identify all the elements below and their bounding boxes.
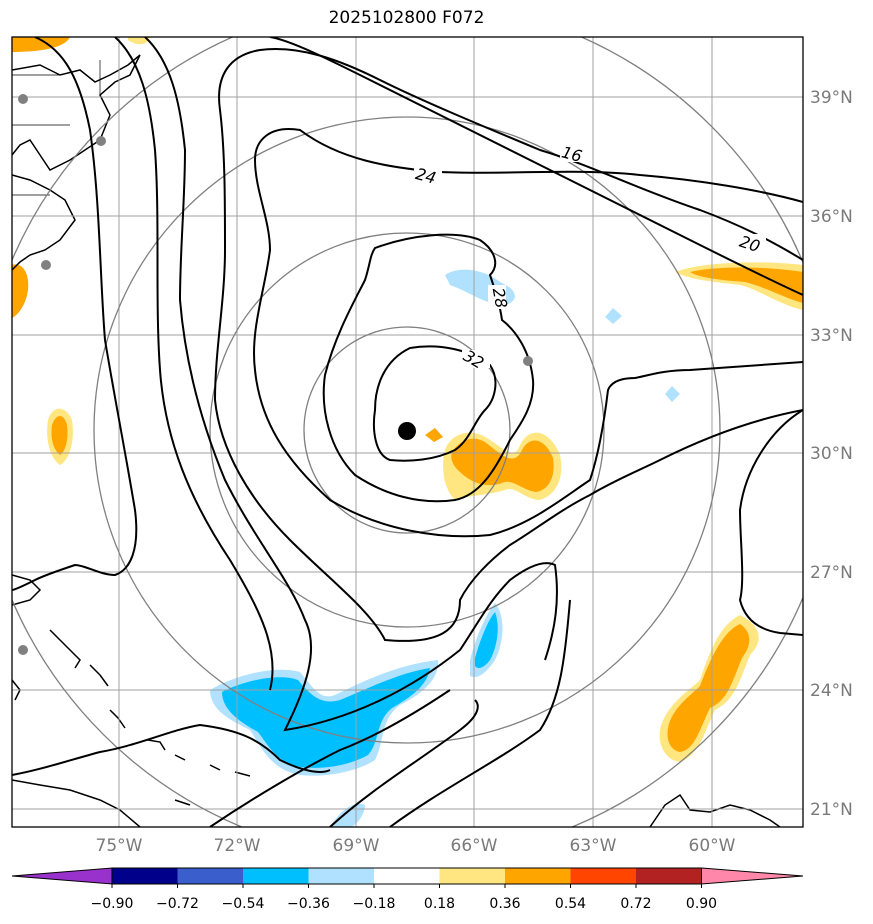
positive-anomaly-se-core bbox=[667, 624, 750, 752]
lat-label-36: 36°N bbox=[810, 207, 853, 227]
contour-extra-6 bbox=[389, 599, 571, 827]
negative-anomaly-small-3 bbox=[605, 308, 622, 324]
lat-label-27: 27°N bbox=[810, 563, 853, 583]
contour-extra-5 bbox=[329, 699, 479, 827]
positive-anomaly-center-core bbox=[451, 438, 554, 492]
colorbar: −0.90 −0.72 −0.54 −0.36 −0.18 0.18 0.36 … bbox=[11, 867, 804, 912]
positive-anomaly-small-a bbox=[425, 428, 443, 442]
colorbar-tick-label: −0.90 bbox=[91, 896, 134, 912]
borders bbox=[12, 60, 101, 196]
map-frame bbox=[11, 36, 804, 828]
contour-extra-7 bbox=[738, 409, 803, 636]
positive-anomaly-east-core bbox=[690, 267, 803, 303]
coastlines bbox=[12, 54, 781, 827]
colorbar-extend-low bbox=[11, 867, 113, 885]
contour-16 bbox=[144, 37, 803, 732]
latitude-labels: 39°N 36°N 33°N 30°N 27°N 24°N 21°N bbox=[810, 88, 853, 820]
lat-label-30: 30°N bbox=[810, 444, 853, 464]
lat-label-24: 24°N bbox=[810, 681, 853, 701]
negative-anomaly-core bbox=[222, 668, 430, 768]
contour-extra-3 bbox=[12, 723, 331, 776]
contour-label-28: 28 bbox=[489, 286, 511, 309]
map-title: 2025102800 F072 bbox=[328, 8, 485, 28]
colorbar-bin-1 bbox=[112, 868, 178, 884]
positive-anomaly-top bbox=[12, 37, 70, 52]
colorbar-tick-label: −0.18 bbox=[353, 896, 396, 912]
lon-label-66: 66°W bbox=[451, 836, 498, 856]
colorbar-tick-label: −0.72 bbox=[156, 896, 199, 912]
colorbar-tick-label: 0.36 bbox=[489, 896, 520, 912]
colorbar-bin-6 bbox=[439, 868, 505, 884]
colorbar-tick-label: 0.18 bbox=[424, 896, 455, 912]
gridlines bbox=[12, 37, 803, 827]
lat-label-21: 21°N bbox=[810, 800, 853, 820]
colorbar-bin-3 bbox=[243, 868, 309, 884]
lon-label-63: 63°W bbox=[570, 836, 617, 856]
range-rings bbox=[12, 37, 803, 827]
colorbar-extend-high bbox=[701, 867, 804, 885]
positive-anomaly-top-2 bbox=[128, 37, 150, 45]
negative-anomaly-small-1-core bbox=[475, 612, 498, 668]
lon-label-69: 69°W bbox=[333, 836, 380, 856]
storm-center-marker bbox=[398, 422, 416, 440]
positive-anomaly-nw bbox=[12, 264, 29, 318]
contour-extra-2 bbox=[12, 37, 138, 591]
colorbar-tick-label: 0.54 bbox=[555, 896, 586, 912]
lon-label-72: 72°W bbox=[214, 836, 261, 856]
colorbar-bin-4 bbox=[308, 868, 374, 884]
positive-anomaly-west-core bbox=[51, 416, 68, 455]
lon-label-75: 75°W bbox=[96, 836, 143, 856]
colorbar-bin-8 bbox=[570, 868, 636, 884]
colorbar-tick-label: 0.90 bbox=[686, 896, 717, 912]
station-dots bbox=[18, 94, 533, 655]
colorbar-bin-5 bbox=[374, 868, 440, 884]
colorbar-bin-9 bbox=[636, 868, 702, 884]
contour-label-24: 24 bbox=[414, 164, 439, 188]
contour-label-16: 16 bbox=[560, 142, 585, 166]
colorbar-tick-label: 0.72 bbox=[620, 896, 651, 912]
colorbar-tick-label: −0.54 bbox=[222, 896, 265, 912]
longitude-labels: 75°W 72°W 69°W 66°W 63°W 60°W bbox=[96, 836, 736, 856]
contour-20 bbox=[213, 48, 803, 642]
contour-28 bbox=[322, 233, 535, 503]
colorbar-bin-7 bbox=[505, 868, 571, 884]
lat-label-39: 39°N bbox=[810, 88, 853, 108]
lon-label-60: 60°W bbox=[689, 836, 736, 856]
colorbar-ticks bbox=[111, 884, 702, 888]
height-contours bbox=[12, 37, 803, 827]
colorbar-frame bbox=[111, 867, 702, 885]
negative-anomaly-small-4 bbox=[665, 386, 680, 402]
colorbar-bin-2 bbox=[177, 868, 243, 884]
colorbar-tick-label: −0.36 bbox=[287, 896, 330, 912]
lat-label-33: 33°N bbox=[810, 326, 853, 346]
contour-extra-4 bbox=[209, 689, 451, 827]
contour-label-group: 16 20 24 28 32 bbox=[414, 142, 766, 373]
shaded-anomalies bbox=[12, 37, 803, 827]
contour-24 bbox=[253, 128, 803, 538]
contour-extra-1 bbox=[114, 37, 274, 691]
